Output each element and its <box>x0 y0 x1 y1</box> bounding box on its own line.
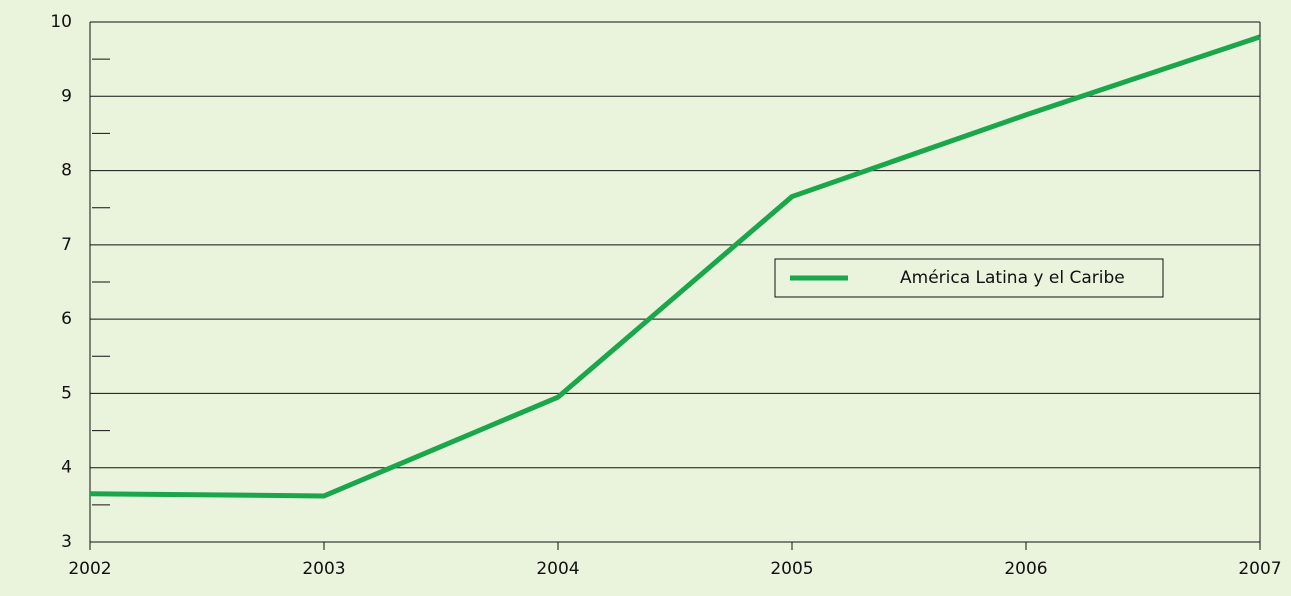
y-tick-label: 8 <box>61 161 72 181</box>
y-tick-label: 4 <box>61 458 72 478</box>
y-tick-label: 10 <box>50 12 72 32</box>
y-tick-label: 9 <box>61 86 72 106</box>
y-tick-label: 6 <box>61 309 72 329</box>
x-tick-label: 2005 <box>770 559 813 579</box>
y-tick-label: 3 <box>61 532 72 552</box>
series-line <box>89 34 1261 499</box>
legend-box <box>774 258 1164 298</box>
x-tick-label: 2002 <box>68 559 111 579</box>
legend-label: América Latina y el Caribe <box>900 268 1125 288</box>
y-tick-label: 5 <box>61 383 72 403</box>
y-tick-label: 7 <box>61 235 72 255</box>
x-tick-label: 2007 <box>1238 559 1281 579</box>
x-tick-label: 2006 <box>1004 559 1047 579</box>
x-tick-label: 2003 <box>302 559 345 579</box>
x-tick-label: 2004 <box>536 559 579 579</box>
